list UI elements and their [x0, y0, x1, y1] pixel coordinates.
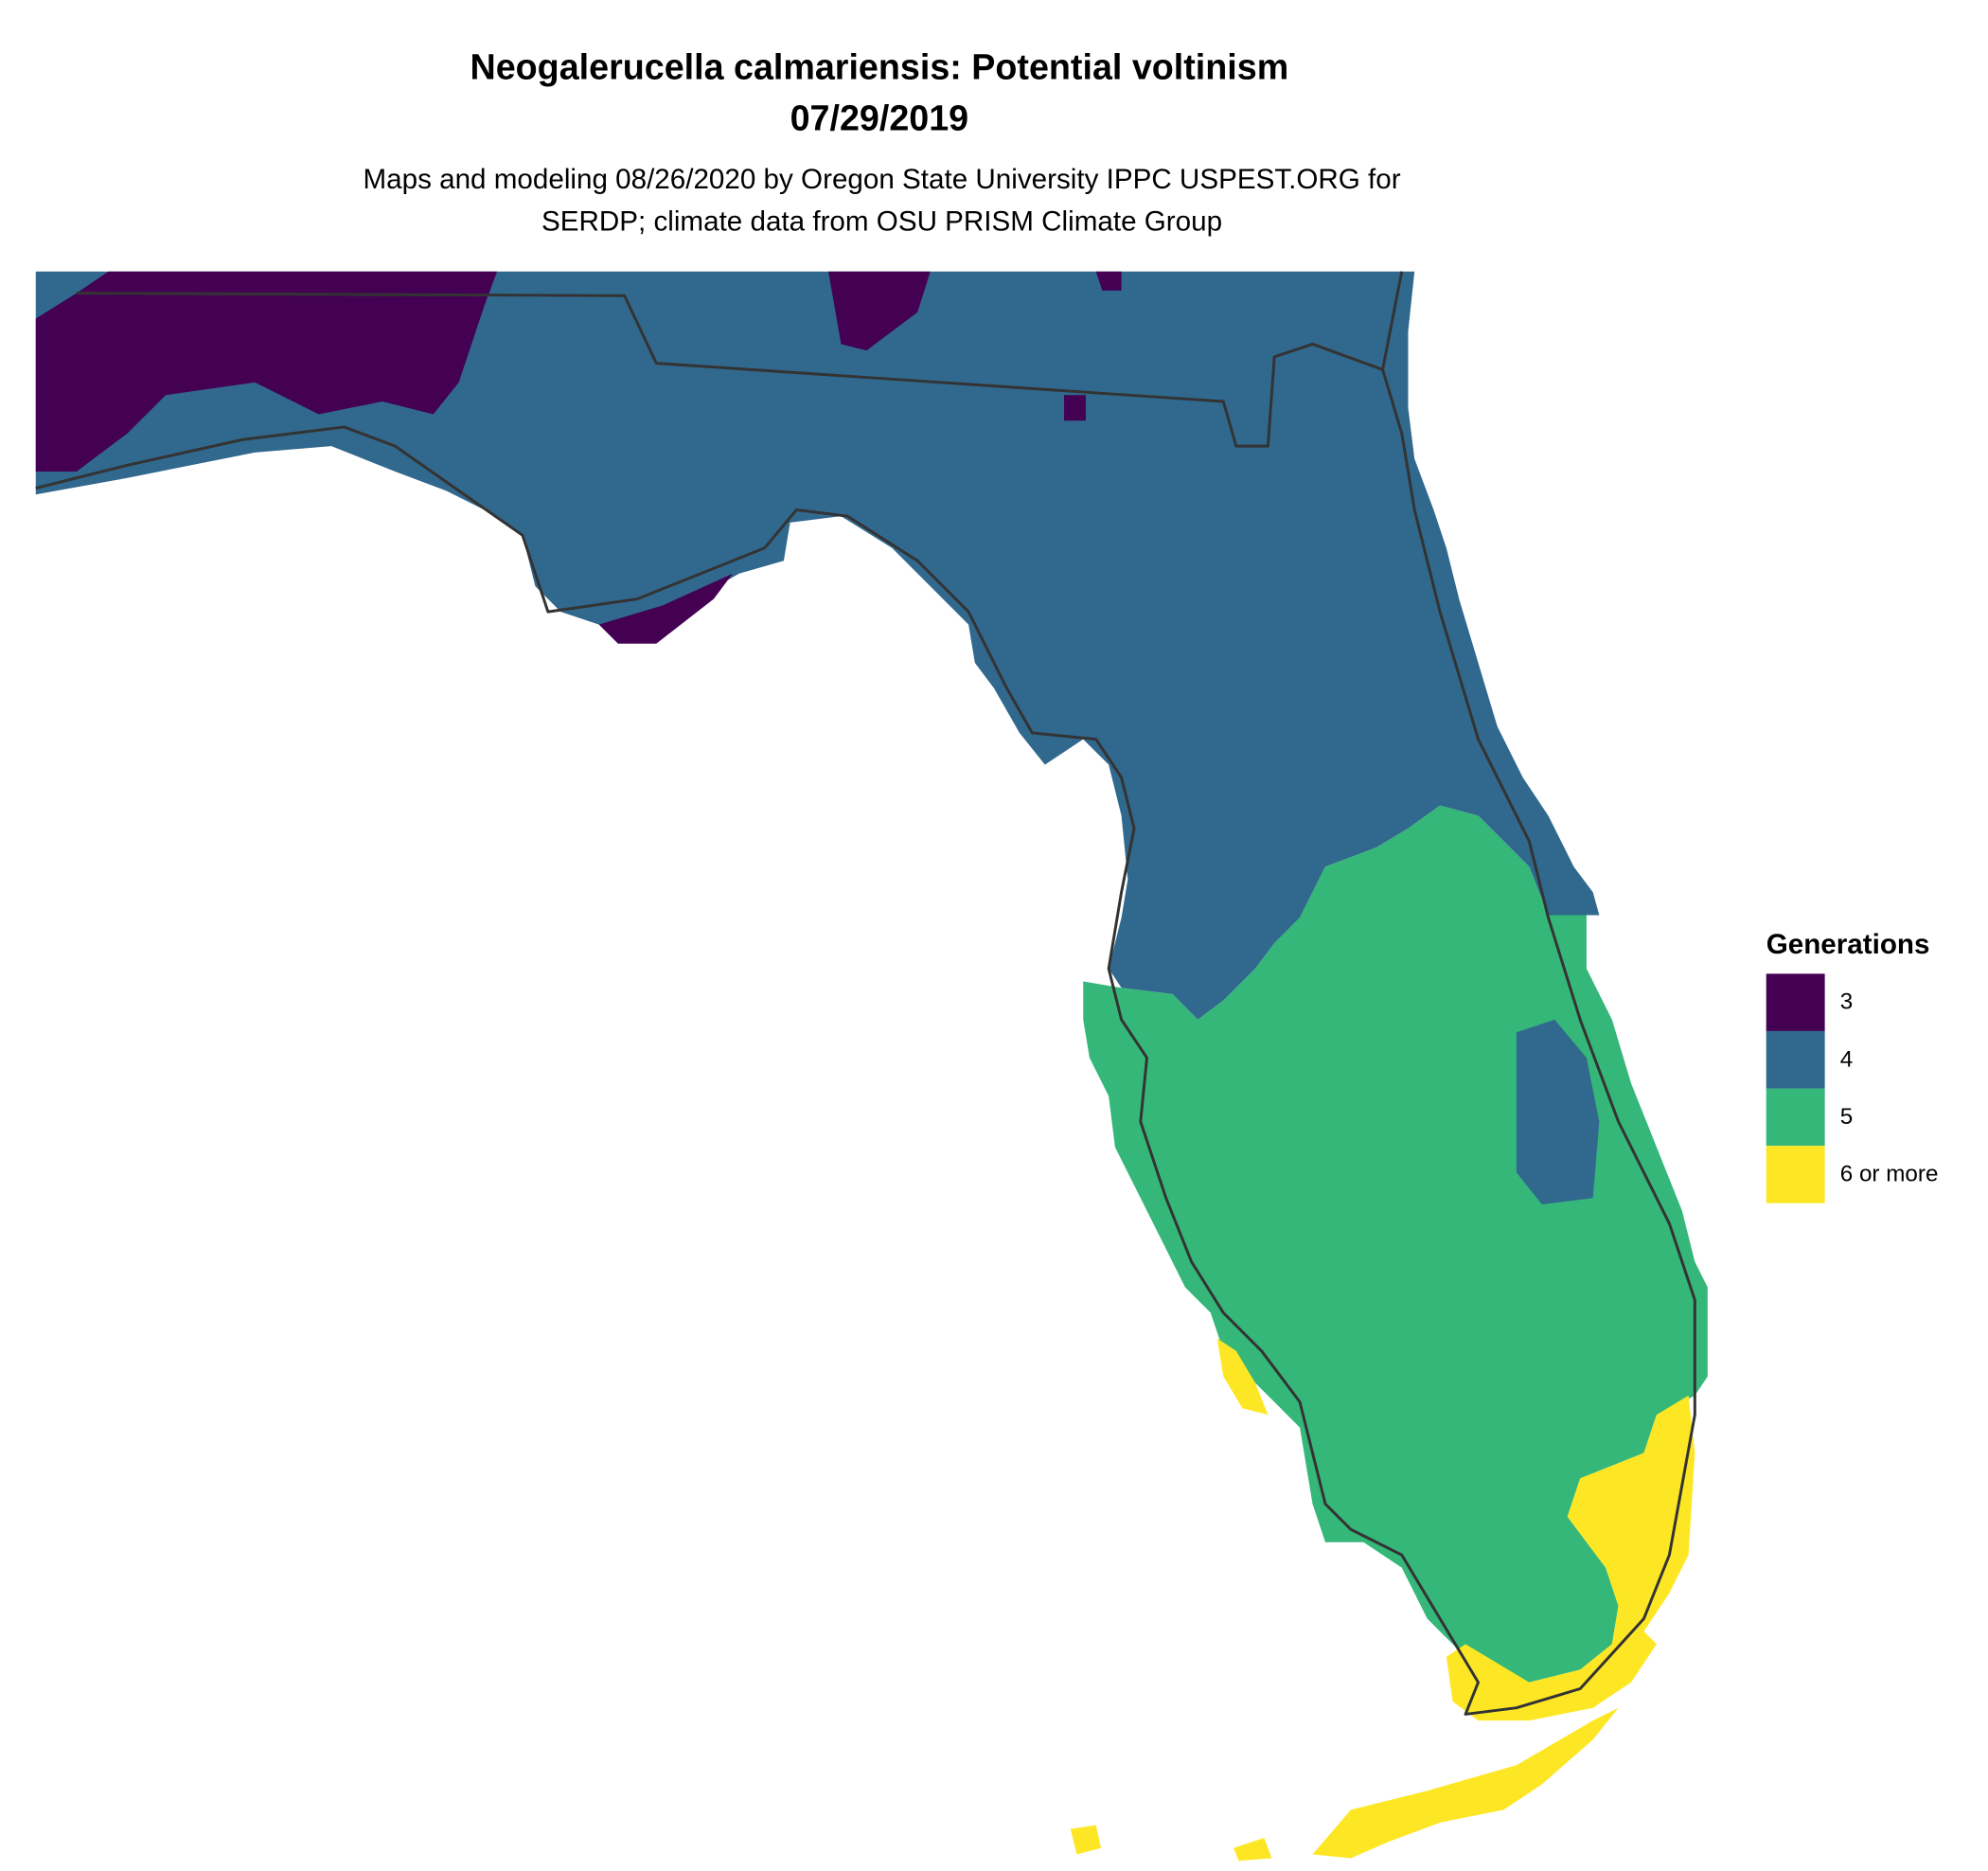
region-3: [1095, 271, 1122, 291]
title: Neogalerucella calmariensis: Potential v…: [470, 46, 1289, 86]
legend-title: Generations: [1766, 929, 1930, 960]
legend-label: 4: [1840, 1046, 1853, 1072]
region-4: [35, 271, 1600, 1020]
region-3: [598, 573, 734, 644]
region-6: [1234, 1838, 1272, 1862]
legend-swatch: [1766, 1030, 1825, 1089]
legend-label: 5: [1840, 1104, 1853, 1130]
region-6: [1216, 1338, 1269, 1416]
region-3: [828, 271, 931, 351]
legend-label: 6 or more: [1840, 1161, 1939, 1186]
subtitle: Maps and modeling 08/26/2020 by Oregon S…: [364, 164, 1401, 195]
region-3: [1064, 395, 1086, 421]
legend-swatch: [1766, 1088, 1825, 1147]
legend: Generations 3 4 5 6 or more: [1766, 929, 1939, 1203]
legend-swatch: [1766, 1146, 1825, 1203]
state-border: [76, 271, 1404, 448]
region-4: [1516, 1019, 1600, 1205]
map: [35, 271, 1708, 1862]
region-6: [1446, 1395, 1695, 1721]
legend-swatch: [1766, 973, 1825, 1031]
subtitle: SERDP; climate data from OSU PRISM Clima…: [541, 206, 1222, 238]
region-6: [1312, 1707, 1619, 1859]
coastline: [35, 368, 1696, 1716]
region-6: [1070, 1825, 1102, 1855]
region-3: [35, 271, 498, 472]
date: 07/29/2019: [790, 98, 969, 137]
legend-label: 3: [1840, 989, 1853, 1015]
